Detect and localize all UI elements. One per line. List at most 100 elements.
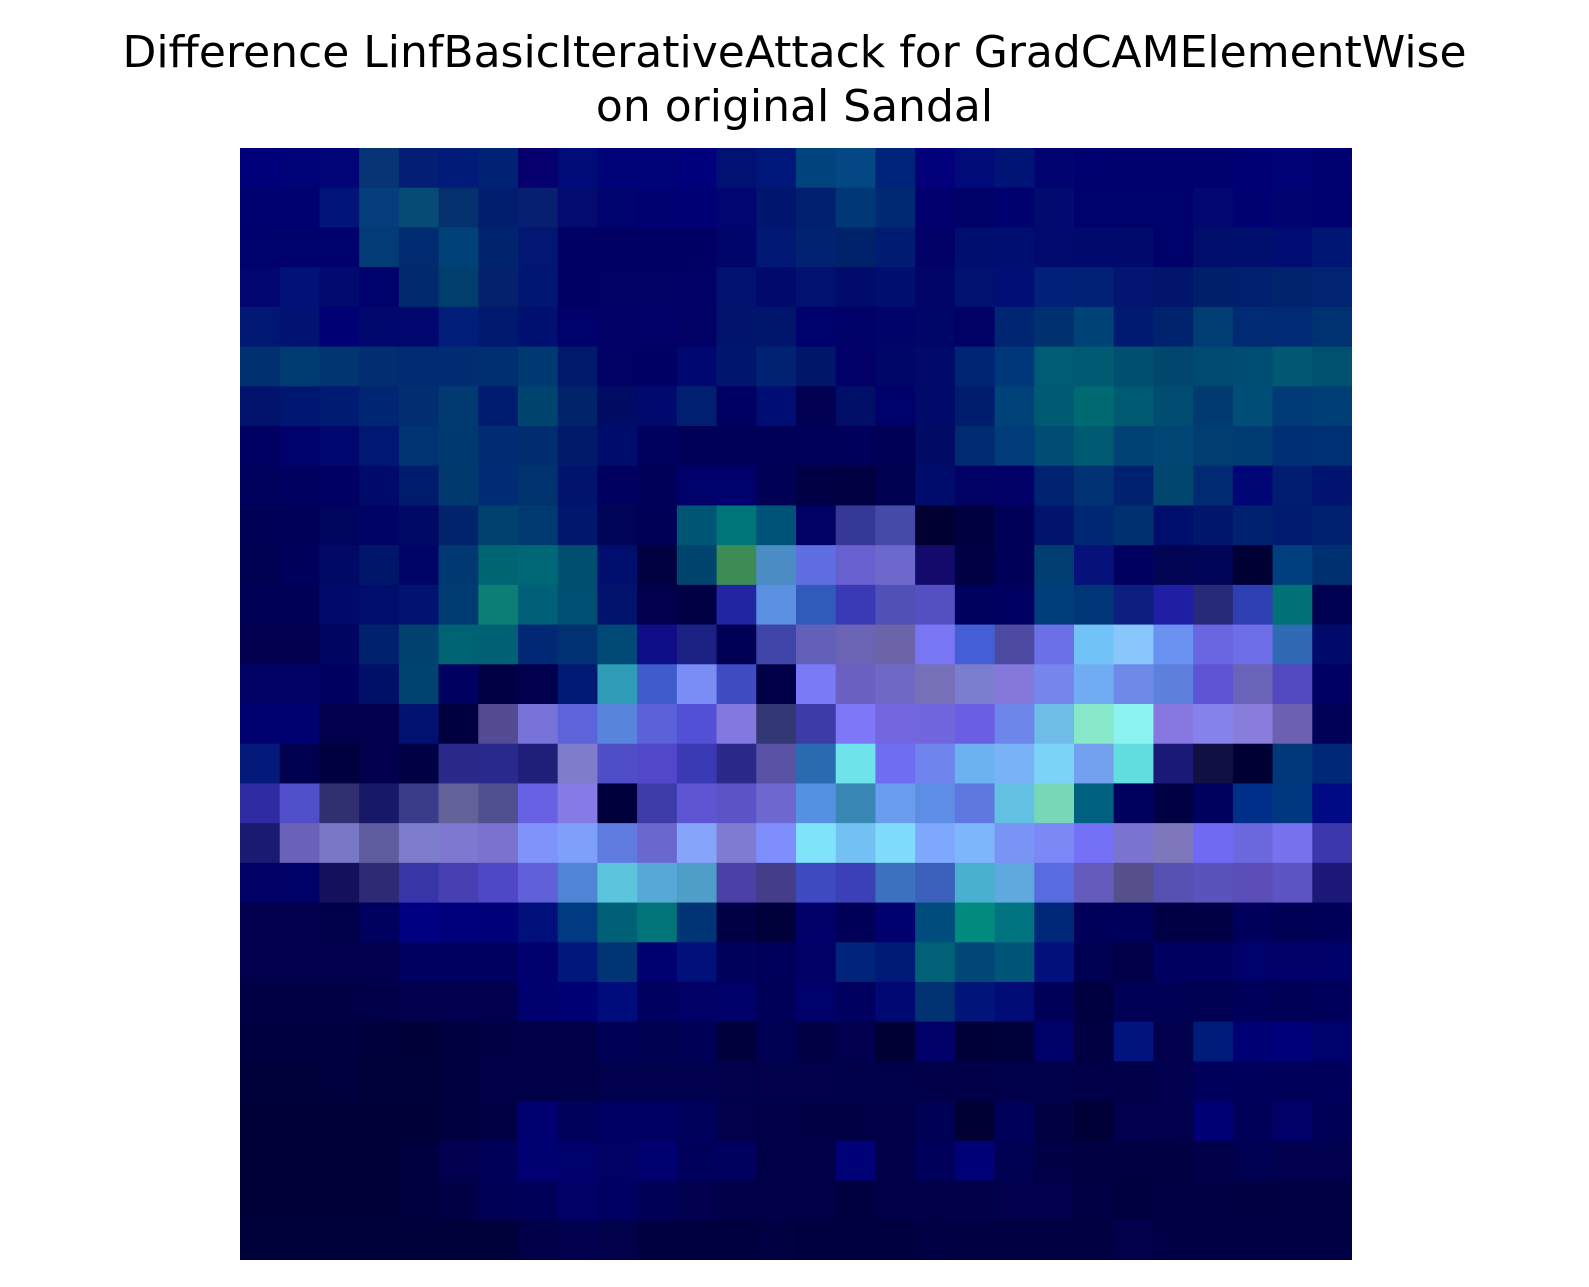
heatmap-cell-r0-c17 [915,148,956,189]
chart-title-line-1: Difference LinfBasicIterativeAttack for … [122,27,1467,78]
heatmap-cell-r20-c0 [240,942,281,983]
heatmap-cell-r10-c6 [478,545,519,586]
heatmap-cell-r20-c21 [1074,942,1115,983]
heatmap-cell-r9-c4 [398,505,440,546]
heatmap-cell-r27-c3 [359,1220,400,1260]
heatmap-cell-r3-c6 [478,267,519,308]
heatmap-cell-r11-c18 [954,584,996,626]
heatmap-cell-r21-c24 [1193,982,1234,1023]
heatmap-cell-r21-c4 [398,982,440,1023]
heatmap-cell-r0-c3 [359,148,400,189]
heatmap-cell-r21-c5 [438,982,479,1023]
heatmap-cell-r24-c21 [1074,1101,1115,1142]
heatmap-cell-r0-c2 [319,148,360,189]
heatmap-cell-r0-c16 [875,148,916,189]
heatmap-cell-r18-c5 [438,862,479,904]
heatmap-cell-r25-c10 [637,1140,678,1182]
heatmap-cell-r4-c6 [478,306,519,348]
heatmap-cell-r7-c4 [398,426,440,467]
heatmap-cell-r7-c2 [319,426,360,467]
heatmap-cell-r25-c23 [1153,1140,1194,1182]
heatmap-cell-r15-c17 [915,743,956,785]
heatmap-cell-r13-c7 [518,664,559,705]
heatmap-cell-r20-c16 [875,942,916,983]
heatmap-cell-r9-c26 [1272,505,1313,546]
heatmap-cell-r4-c15 [835,306,877,348]
heatmap-cell-r14-c15 [835,704,877,745]
heatmap-cell-r10-c4 [398,545,440,586]
heatmap-cell-r14-c26 [1272,704,1313,745]
heatmap-cell-r1-c10 [637,187,678,229]
heatmap-cell-r5-c19 [994,346,1035,387]
heatmap-cell-r4-c14 [796,306,837,348]
heatmap-cell-r8-c25 [1232,465,1274,507]
heatmap-cell-r19-c0 [240,902,281,943]
heatmap-cell-r12-c8 [557,624,599,665]
heatmap-cell-r1-c1 [279,187,321,229]
heatmap-cell-r23-c11 [676,1061,718,1102]
heatmap-cell-r7-c6 [478,426,519,467]
heatmap-cell-r26-c22 [1113,1180,1155,1221]
heatmap-cell-r9-c13 [756,505,797,546]
heatmap-cell-r1-c27 [1312,187,1352,229]
heatmap-cell-r19-c3 [359,902,400,943]
heatmap-cell-r25-c9 [597,1140,638,1182]
heatmap-cell-r11-c27 [1312,584,1352,626]
heatmap-cell-r5-c2 [319,346,360,387]
heatmap-cell-r6-c18 [954,386,996,427]
heatmap-cell-r20-c10 [637,942,678,983]
heatmap-cell-r13-c15 [835,664,877,705]
heatmap-cell-r18-c26 [1272,862,1313,904]
heatmap-cell-r13-c25 [1232,664,1274,705]
heatmap-cell-r10-c1 [279,545,321,586]
heatmap-cell-r14-c2 [319,704,360,745]
heatmap-cell-r0-c14 [796,148,837,189]
heatmap-cell-r15-c21 [1074,743,1115,785]
heatmap-cell-r8-c6 [478,465,519,507]
heatmap-cell-r19-c5 [438,902,479,943]
heatmap-cell-r3-c10 [637,267,678,308]
heatmap-cell-r26-c2 [319,1180,360,1221]
heatmap-cell-r27-c25 [1232,1220,1274,1260]
heatmap-cell-r2-c1 [279,227,321,268]
heatmap-cell-r4-c7 [518,306,559,348]
heatmap-cell-r18-c20 [1034,862,1075,904]
heatmap-cell-r22-c16 [875,1021,916,1063]
heatmap-cell-r16-c23 [1153,783,1194,824]
heatmap-cell-r16-c3 [359,783,400,824]
heatmap-cell-r27-c17 [915,1220,956,1260]
heatmap-cell-r1-c2 [319,187,360,229]
heatmap-cell-r17-c22 [1113,823,1155,864]
heatmap-cell-r2-c6 [478,227,519,268]
heatmap-cell-r18-c21 [1074,862,1115,904]
heatmap-cell-r20-c23 [1153,942,1194,983]
heatmap-cell-r25-c4 [398,1140,440,1182]
heatmap-cell-r13-c9 [597,664,638,705]
heatmap-cell-r10-c0 [240,545,281,586]
heatmap-cell-r0-c4 [398,148,440,189]
heatmap-cell-r6-c8 [557,386,599,427]
heatmap-cell-r22-c9 [597,1021,638,1063]
heatmap-cell-r2-c10 [637,227,678,268]
heatmap-cell-r25-c20 [1034,1140,1075,1182]
heatmap-cell-r11-c1 [279,584,321,626]
heatmap-cell-r21-c9 [597,982,638,1023]
heatmap-cell-r25-c11 [676,1140,718,1182]
heatmap-cell-r1-c23 [1153,187,1194,229]
heatmap-cell-r26-c6 [478,1180,519,1221]
heatmap-cell-r22-c11 [676,1021,718,1063]
heatmap-cell-r3-c5 [438,267,479,308]
heatmap-cell-r17-c16 [875,823,916,864]
heatmap-cell-r11-c13 [756,584,797,626]
heatmap-cell-r0-c24 [1193,148,1234,189]
heatmap-cell-r4-c24 [1193,306,1234,348]
heatmap-cell-r9-c25 [1232,505,1274,546]
heatmap-cell-r17-c18 [954,823,996,864]
heatmap-cell-r16-c20 [1034,783,1075,824]
heatmap-cell-r21-c3 [359,982,400,1023]
heatmap-cell-r20-c25 [1232,942,1274,983]
heatmap-cell-r20-c18 [954,942,996,983]
heatmap-cell-r1-c0 [240,187,281,229]
heatmap-cell-r14-c10 [637,704,678,745]
heatmap-cell-r19-c27 [1312,902,1352,943]
